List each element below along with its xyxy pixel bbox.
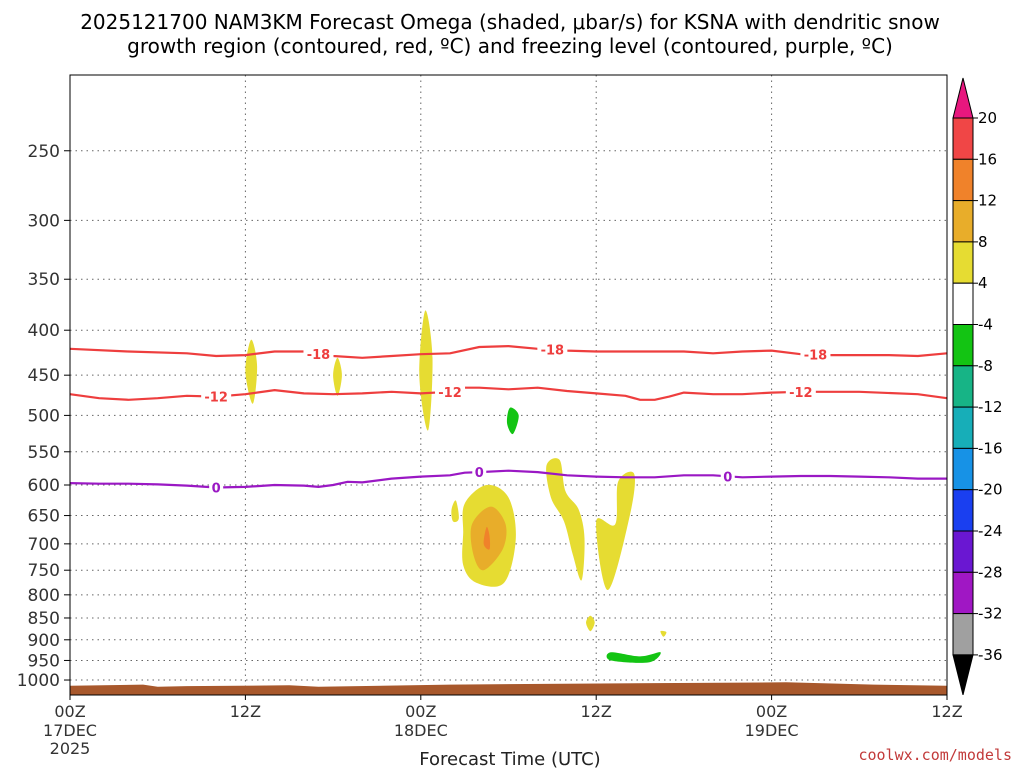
- colorbar-bottom-arrow: [952, 654, 974, 696]
- x-tick-label: 12Z: [230, 702, 261, 721]
- colorbar-label: 12: [978, 192, 997, 210]
- contour-label-bg: [209, 479, 224, 496]
- contour-label-0: 0: [212, 482, 221, 497]
- omega-region-13: [606, 652, 661, 663]
- colorbar-segment: [952, 158, 974, 202]
- y-tick-label-350: 350: [28, 270, 60, 290]
- x-tick-label: 00Z: [405, 702, 436, 721]
- y-tick-label-600: 600: [28, 476, 60, 496]
- x-tick-label: 00Z: [54, 702, 85, 721]
- colorbar-label: 20: [978, 109, 997, 127]
- colorbar-top-arrow: [952, 77, 974, 119]
- contour-label--12: -12: [204, 391, 228, 406]
- colorbar-segment: [952, 613, 974, 656]
- omega-region-11: [483, 526, 491, 550]
- y-tick-label-800: 800: [28, 586, 60, 606]
- colorbar-segment: [952, 406, 974, 449]
- colorbar-segment: [952, 200, 974, 243]
- colorbar-segment: [952, 530, 974, 573]
- x-tick-label: 00Z: [756, 702, 787, 721]
- x-tick-date: 19DEC: [745, 721, 799, 740]
- colorbar: 20 16 12 8 4 -4 -8 -12 -16 -20 -24 -28 -32 -36: [952, 77, 1003, 696]
- x-tick-date: 18DEC: [394, 721, 448, 740]
- terrain-layer: [70, 682, 947, 695]
- credit-text: coolwx.com/models: [858, 746, 1012, 764]
- colorbar-segment: [952, 282, 974, 326]
- y-tick-label-700: 700: [28, 535, 60, 555]
- contour-label--18: -18: [541, 344, 565, 359]
- x-tick-label: 12Z: [581, 702, 612, 721]
- y-tick-label-1000: 1000: [17, 671, 60, 691]
- y-tick-label-300: 300: [28, 211, 60, 231]
- y-tick-label-550: 550: [28, 443, 60, 463]
- omega-region-3: [419, 310, 433, 431]
- colorbar-label: -12: [978, 398, 1003, 416]
- y-tick-label-900: 900: [28, 631, 60, 651]
- colorbar-segment: [952, 324, 974, 367]
- x-tick-year: 2025: [50, 739, 91, 758]
- contour-label--18: -18: [307, 348, 331, 363]
- plot-frame: [69, 74, 948, 696]
- colorbar-label: -24: [978, 522, 1003, 540]
- colorbar-label: -8: [978, 357, 993, 375]
- omega-region-7: [596, 471, 635, 591]
- colorbar-label: 16: [978, 150, 997, 168]
- colorbar-label: -36: [978, 646, 1003, 664]
- colorbar-segment: [952, 571, 974, 615]
- y-axis-ticks: 2503003504004505005506006507007508008509…: [17, 142, 70, 691]
- omega-region-1: [333, 357, 342, 396]
- x-tick-label: 12Z: [931, 702, 962, 721]
- contour-label--18: -18: [804, 349, 828, 364]
- colorbar-label: 4: [978, 274, 988, 292]
- y-tick-label-400: 400: [28, 321, 60, 341]
- chart-title-line1: 2025121700 NAM3KM Forecast Omega (shaded…: [80, 10, 940, 34]
- y-tick-label-250: 250: [28, 142, 60, 162]
- colorbar-segment: [952, 447, 974, 491]
- y-tick-label-450: 450: [28, 366, 60, 386]
- temperature-contours: -18 -18 -18 -12 -12 -12 0 0 0: [69, 341, 948, 497]
- omega-region-5: [451, 500, 459, 523]
- colorbar-label: -28: [978, 563, 1003, 581]
- y-tick-label-850: 850: [28, 609, 60, 629]
- contour-label-bg: [303, 345, 334, 362]
- contour-label-bg: [800, 346, 831, 363]
- omega-region-12: [506, 407, 519, 435]
- colorbar-label: -16: [978, 439, 1003, 457]
- colorbar-segment: [952, 117, 974, 160]
- colorbar-label: -4: [978, 316, 993, 334]
- contour-label-bg: [720, 468, 735, 485]
- contour-label-bg: [472, 464, 487, 481]
- contour-label-0: 0: [475, 466, 484, 481]
- omega-shaded-regions: [245, 310, 667, 663]
- colorbar-segment: [952, 241, 974, 284]
- colorbar-segment: [952, 489, 974, 532]
- colorbar-label: -32: [978, 605, 1003, 623]
- contour-label--12: -12: [789, 386, 813, 401]
- colorbar-label: 8: [978, 233, 988, 251]
- colorbar-label: -20: [978, 481, 1003, 499]
- y-tick-label-950: 950: [28, 651, 60, 671]
- chart-title-line2: growth region (contoured, red, ºC) and f…: [127, 34, 893, 58]
- contour-label-0: 0: [723, 470, 732, 485]
- contour-label-bg: [537, 341, 568, 358]
- y-tick-label-650: 650: [28, 507, 60, 527]
- terrain-fill: [70, 682, 947, 695]
- contour-label--12: -12: [438, 386, 462, 401]
- x-axis-label: Forecast Time (UTC): [419, 749, 600, 768]
- contour-label-bg: [785, 383, 816, 400]
- x-tick-date: 17DEC: [43, 721, 97, 740]
- contour-label-bg: [201, 388, 232, 405]
- colorbar-segment: [952, 365, 974, 408]
- contour-line-0: [69, 469, 947, 489]
- contour-label-bg: [435, 383, 466, 400]
- y-tick-label-750: 750: [28, 561, 60, 581]
- omega-region-9: [660, 630, 667, 637]
- y-tick-label-500: 500: [28, 406, 60, 426]
- omega-region-6: [546, 458, 585, 581]
- omega-region-8: [586, 615, 595, 632]
